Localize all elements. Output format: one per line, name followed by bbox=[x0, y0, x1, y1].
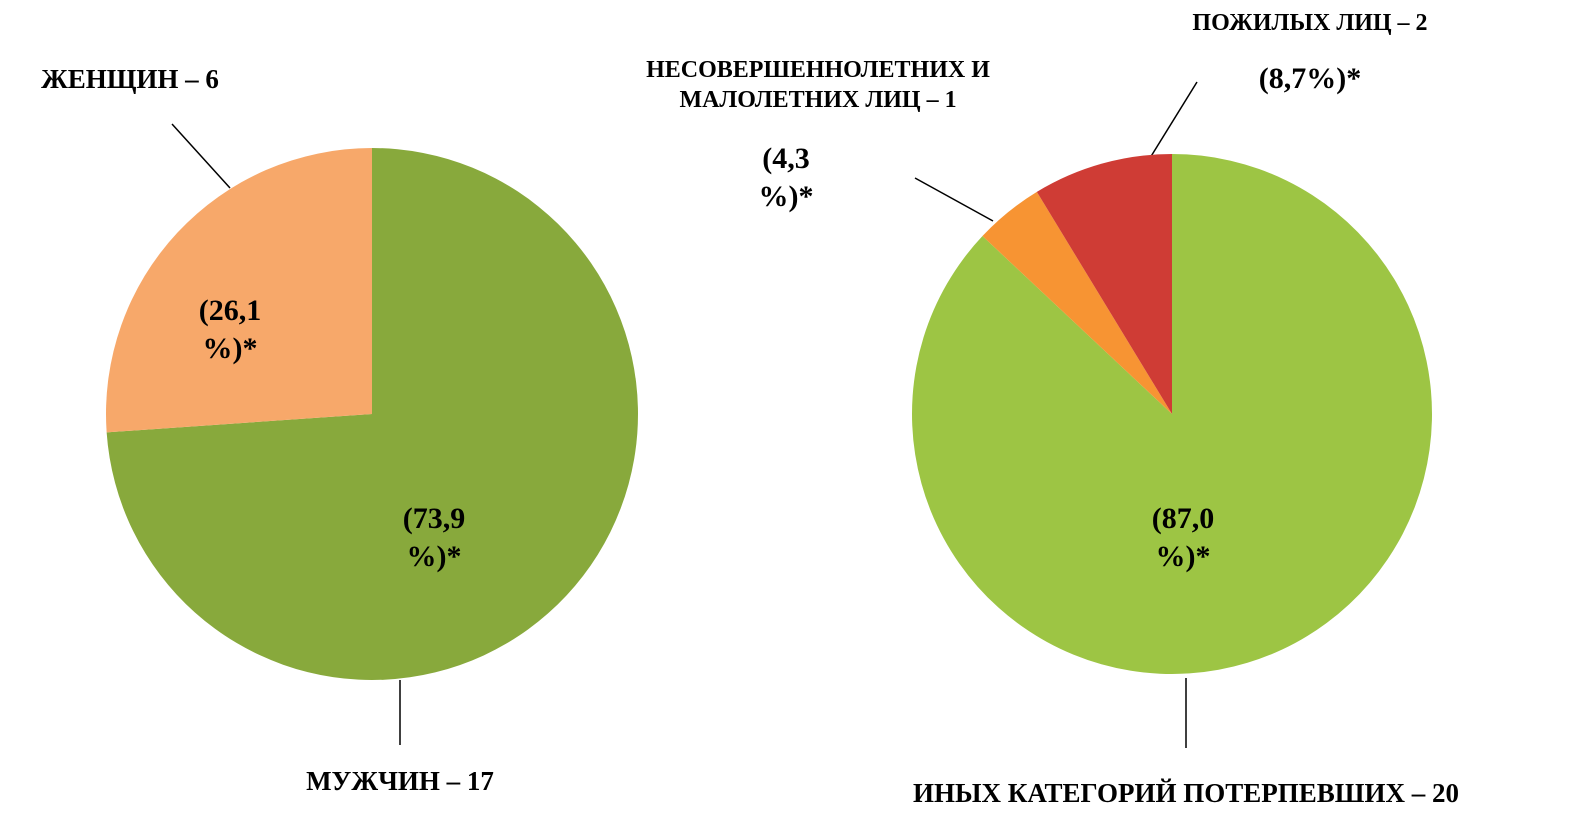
value-label: (87,0 %)* bbox=[1151, 502, 1215, 573]
value-label: (8,7%)* bbox=[1258, 62, 1362, 95]
value-label: (4,3 %)* bbox=[758, 142, 814, 213]
category-label: НЕСОВЕРШЕННОЛЕТНИХ И МАЛОЛЕТНИХ ЛИЦ – 1 bbox=[646, 57, 990, 113]
leader-line bbox=[914, 177, 994, 222]
pie-slice bbox=[982, 191, 1172, 414]
leader-line bbox=[171, 123, 231, 189]
pie-slice bbox=[1036, 154, 1172, 414]
category-label: ИНЫХ КАТЕГОРИЙ ПОТЕРПЕВШИХ – 20 bbox=[913, 778, 1459, 808]
category-label: ЖЕНЩИН – 6 bbox=[41, 64, 219, 94]
value-label: (73,9 %)* bbox=[402, 502, 466, 573]
value-label: (26,1 %)* bbox=[198, 294, 262, 365]
category-label: МУЖЧИН – 17 bbox=[306, 766, 494, 796]
pie-slice bbox=[105, 148, 372, 433]
category-label: ПОЖИЛЫХ ЛИЦ – 2 bbox=[1192, 10, 1428, 36]
leader-line bbox=[1149, 81, 1198, 159]
pie-slice bbox=[106, 148, 639, 681]
